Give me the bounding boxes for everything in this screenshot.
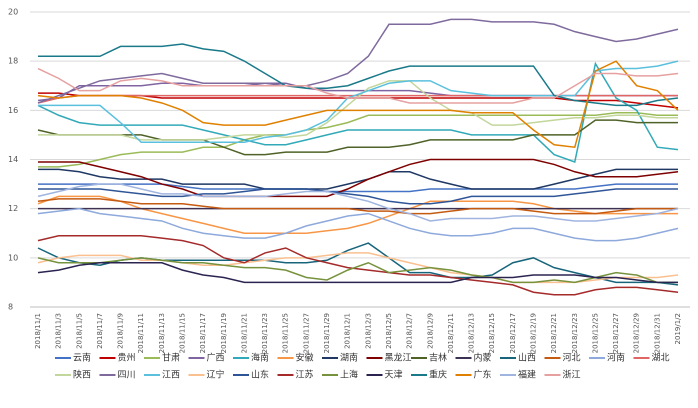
legend-label: 山西 xyxy=(518,353,536,364)
series-line xyxy=(38,183,678,193)
series-line xyxy=(38,168,678,190)
x-tick-label: 2018/11/25 xyxy=(282,313,290,353)
x-tick-label: 2018/12/9 xyxy=(426,313,434,349)
series-line xyxy=(37,195,678,234)
series-line xyxy=(37,67,679,104)
x-tick-label: 2018/11/11 xyxy=(137,313,145,353)
series-line xyxy=(38,43,679,107)
legend-label: 四川 xyxy=(118,371,136,381)
legend-label: 福建 xyxy=(518,369,536,381)
y-tick-label: 20 xyxy=(8,8,18,17)
legend-label: 云南 xyxy=(73,352,91,364)
x-tick-label: 2018/11/1 xyxy=(34,313,42,349)
legend-label: 江苏 xyxy=(296,369,314,381)
series-line xyxy=(37,234,679,296)
x-tick-label: 2018/11/9 xyxy=(117,313,125,349)
x-tick-label: 2018/12/11 xyxy=(447,313,455,353)
x-tick-label: 2018/12/27 xyxy=(612,313,620,353)
x-tick-label: 2018/11/7 xyxy=(96,313,104,349)
series-line xyxy=(38,80,678,141)
series-line xyxy=(37,183,679,222)
y-tick-label: 12 xyxy=(8,204,18,213)
x-tick-label: 2018/12/5 xyxy=(385,313,393,349)
legend-label: 辽宁 xyxy=(207,369,225,381)
x-tick-label: 2018/11/17 xyxy=(199,313,207,353)
y-tick-label: 10 xyxy=(8,253,18,262)
legend-label: 安徽 xyxy=(296,352,314,364)
legend-label: 陕西 xyxy=(73,369,91,381)
y-tick-label: 8 xyxy=(8,303,13,312)
x-tick-label: 2018/12/29 xyxy=(633,313,641,353)
x-tick-label: 2019/1/2 xyxy=(674,313,682,344)
x-tick-label: 2018/12/13 xyxy=(468,313,476,353)
series-line xyxy=(37,262,678,284)
x-tick-label: 2018/11/27 xyxy=(302,313,310,353)
legend-label: 广西 xyxy=(207,352,225,364)
y-tick-label: 18 xyxy=(8,57,18,66)
legend-label: 甘肃 xyxy=(162,352,180,364)
legend-label: 吉林 xyxy=(429,352,447,364)
series-line xyxy=(38,112,678,168)
legend-label: 贵州 xyxy=(118,352,136,364)
x-tick-label: 2018/12/17 xyxy=(509,313,517,353)
series-line xyxy=(38,188,678,205)
legend-label: 海南 xyxy=(251,352,269,364)
x-tick-label: 2018/11/3 xyxy=(55,313,63,349)
legend-label: 内蒙 xyxy=(474,352,492,364)
x-tick-label: 2018/11/5 xyxy=(75,313,83,349)
x-tick-label: 2018/12/3 xyxy=(364,313,372,349)
series-line xyxy=(37,257,678,284)
legend-label: 广东 xyxy=(474,369,492,381)
series-line xyxy=(37,119,678,156)
series-line xyxy=(37,18,679,104)
legend-label: 天津 xyxy=(385,370,403,381)
y-tick-label: 16 xyxy=(8,106,18,115)
x-tick-label: 2018/12/7 xyxy=(406,313,414,349)
x-tick-label: 2018/12/15 xyxy=(488,313,496,353)
x-tick-label: 2018/12/23 xyxy=(571,313,579,353)
series-line xyxy=(37,60,679,149)
series-line xyxy=(37,198,678,215)
x-tick-label: 2018/11/13 xyxy=(158,313,166,353)
legend-label: 重庆 xyxy=(429,369,447,381)
y-tick-label: 14 xyxy=(8,155,18,164)
x-tick-label: 2018/11/15 xyxy=(179,313,187,353)
x-tick-label: 2018/12/25 xyxy=(591,313,599,353)
legend-label: 黑龙江 xyxy=(385,352,412,364)
x-tick-label: 2018/11/21 xyxy=(240,313,248,353)
legend-label: 湖北 xyxy=(652,353,670,364)
x-tick-label: 2018/12/19 xyxy=(529,313,537,353)
series-line xyxy=(37,207,679,242)
x-tick-label: 2018/11/23 xyxy=(261,313,269,353)
x-tick-label: 2018/11/29 xyxy=(323,313,331,353)
legend-label: 河南 xyxy=(607,352,625,364)
x-tick-label: 2018/12/1 xyxy=(344,313,352,349)
legend-label: 上海 xyxy=(340,369,358,381)
series-line xyxy=(38,60,679,144)
legend-label: 湖南 xyxy=(340,352,358,364)
series-line xyxy=(38,158,679,198)
legend-label: 浙江 xyxy=(563,369,581,381)
series-line xyxy=(37,242,679,286)
series-line xyxy=(37,61,679,163)
x-tick-label: 2018/12/31 xyxy=(653,313,661,353)
legend-label: 山东 xyxy=(251,369,269,381)
x-tick-label: 2018/11/19 xyxy=(220,313,228,353)
legend-label: 河北 xyxy=(563,352,581,364)
legend-label: 江西 xyxy=(162,370,180,381)
x-tick-label: 2018/12/21 xyxy=(550,313,558,353)
